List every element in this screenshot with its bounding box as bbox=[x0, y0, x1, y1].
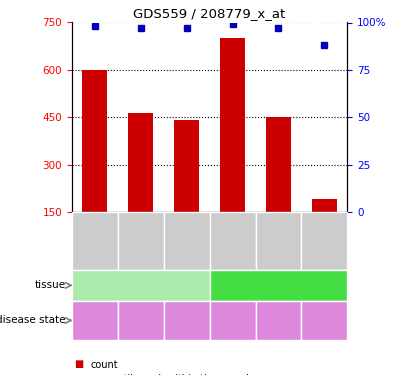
Text: ileum: ileum bbox=[125, 280, 156, 290]
Text: disease state: disease state bbox=[0, 315, 66, 326]
Text: GSM19135: GSM19135 bbox=[90, 220, 99, 262]
Bar bbox=[266, 117, 291, 212]
Text: control: control bbox=[220, 317, 245, 323]
Bar bbox=[312, 199, 337, 212]
Text: ulcerative
colitis: ulcerative colitis bbox=[169, 314, 204, 327]
Text: GSM19137: GSM19137 bbox=[228, 220, 237, 262]
Text: GSM19141: GSM19141 bbox=[320, 220, 329, 262]
Text: tissue: tissue bbox=[35, 280, 66, 290]
Text: count: count bbox=[90, 360, 118, 369]
Bar bbox=[82, 70, 108, 212]
Title: GDS559 / 208779_x_at: GDS559 / 208779_x_at bbox=[134, 7, 286, 20]
Text: Crohn's
disease: Crohn's disease bbox=[127, 314, 154, 327]
Text: GSM19138: GSM19138 bbox=[136, 220, 145, 262]
Bar bbox=[220, 38, 245, 212]
Text: GSM19140: GSM19140 bbox=[182, 220, 191, 262]
Text: Crohn's
disease: Crohn's disease bbox=[265, 314, 292, 327]
Text: ulcerative
colitis: ulcerative colitis bbox=[307, 314, 342, 327]
Bar bbox=[128, 113, 153, 212]
Text: GSM19139: GSM19139 bbox=[274, 220, 283, 262]
Text: ■: ■ bbox=[74, 360, 83, 369]
Bar bbox=[174, 120, 199, 212]
Text: control: control bbox=[83, 317, 107, 323]
Text: colon: colon bbox=[263, 280, 293, 290]
